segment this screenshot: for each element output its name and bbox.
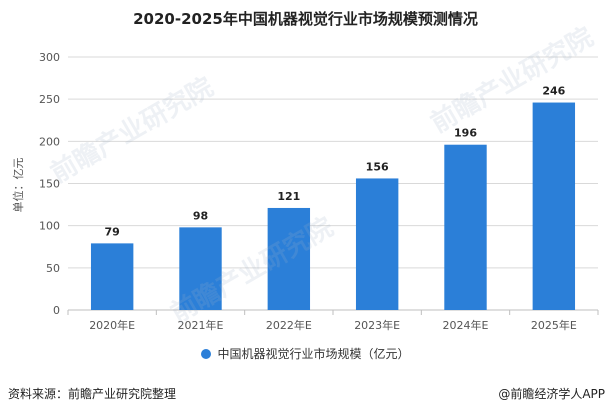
y-tick-label: 50	[46, 262, 60, 275]
data-label: 98	[193, 209, 208, 222]
y-tick-label: 200	[39, 135, 60, 148]
data-label: 156	[366, 160, 389, 173]
bar	[179, 227, 222, 310]
x-tick-label: 2021年E	[178, 318, 224, 332]
y-tick-label: 250	[39, 93, 60, 106]
y-tick-label: 0	[53, 304, 60, 317]
legend-swatch	[201, 348, 212, 359]
data-label: 79	[105, 225, 120, 238]
bar	[532, 102, 576, 310]
x-tick-label: 2024年E	[443, 318, 489, 332]
bar	[444, 144, 487, 310]
data-label: 121	[277, 190, 300, 203]
brand-credit: @前瞻经济学人APP	[498, 387, 605, 401]
y-axis-label: 单位：亿元	[11, 158, 25, 213]
data-label: 246	[542, 85, 565, 98]
x-tick-label: 2023年E	[354, 318, 400, 332]
legend-label: 中国机器视觉行业市场规模（亿元）	[217, 347, 410, 361]
y-tick-label: 300	[39, 51, 60, 64]
x-tick-label: 2022年E	[266, 318, 312, 332]
bar	[267, 207, 311, 310]
data-label: 196	[454, 127, 477, 140]
x-tick-label: 2020年E	[89, 318, 135, 332]
bar	[90, 243, 134, 310]
bar	[355, 178, 399, 310]
chart-title: 2020-2025年中国机器视觉行业市场规模预测情况	[133, 10, 478, 28]
chart-legend: 中国机器视觉行业市场规模（亿元）	[0, 345, 611, 362]
y-tick-label: 100	[39, 220, 60, 233]
x-tick-label: 2025年E	[531, 318, 577, 332]
y-tick-label: 150	[39, 178, 60, 191]
source-note: 资料来源：前瞻产业研究院整理	[8, 387, 177, 401]
